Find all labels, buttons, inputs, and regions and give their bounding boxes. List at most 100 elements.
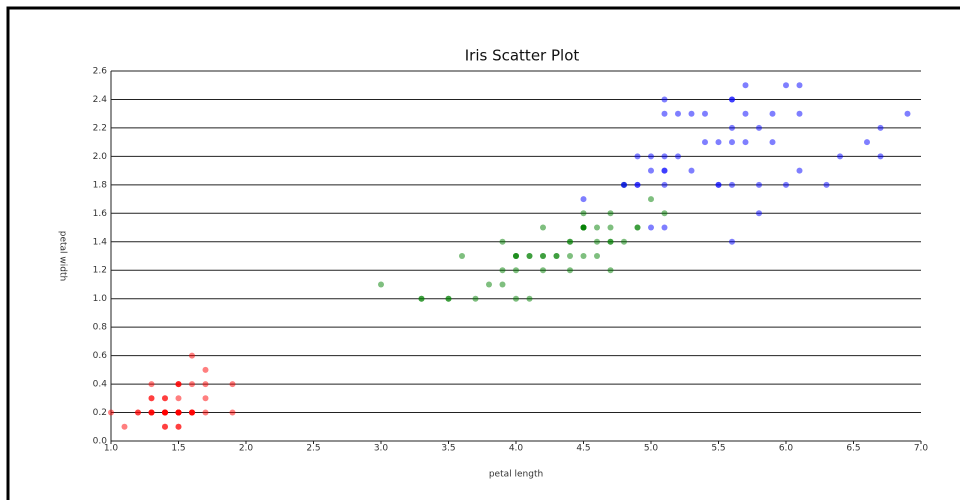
point: [769, 110, 776, 117]
point: [202, 409, 209, 416]
point: [634, 224, 641, 231]
x-tick-label: 6.0: [779, 444, 794, 454]
point: [729, 96, 735, 103]
point: [688, 167, 695, 174]
point: [459, 253, 465, 259]
point: [688, 110, 695, 117]
y-tick-label: 1.8: [93, 180, 108, 190]
point: [513, 267, 519, 274]
point: [162, 395, 168, 402]
x-tick-label: 1.5: [171, 444, 185, 454]
point: [607, 210, 614, 217]
point: [621, 238, 627, 245]
y-tick-label: 2.6: [93, 67, 108, 77]
point: [499, 281, 506, 288]
point: [513, 295, 519, 302]
point: [607, 267, 614, 274]
point: [567, 267, 573, 274]
point: [526, 253, 533, 259]
point: [567, 253, 573, 259]
point: [553, 253, 560, 259]
point: [445, 295, 452, 302]
point: [715, 139, 722, 146]
point: [661, 224, 668, 231]
point: [742, 82, 749, 89]
x-axis-label: petal length: [489, 470, 543, 480]
point: [607, 238, 614, 245]
point: [175, 381, 182, 388]
y-tick-label: 0.2: [93, 408, 107, 418]
point: [499, 238, 506, 245]
point: [729, 238, 735, 245]
point: [580, 253, 587, 259]
point: [472, 295, 479, 302]
point: [229, 381, 236, 388]
point: [540, 224, 546, 231]
frame: [6, 6, 960, 504]
point: [162, 409, 168, 416]
point: [675, 110, 681, 117]
point: [648, 153, 654, 160]
point: [594, 253, 600, 259]
y-tick-label: 2.2: [93, 123, 107, 133]
point: [513, 253, 519, 259]
point: [661, 153, 668, 160]
x-tick-label: 4.5: [576, 444, 590, 454]
point: [175, 409, 182, 416]
point: [648, 196, 654, 203]
point: [648, 167, 654, 174]
point: [634, 153, 641, 160]
y-tick-label: 1.2: [93, 266, 107, 276]
point: [783, 181, 789, 188]
point: [540, 267, 546, 274]
point: [486, 281, 492, 288]
point: [580, 196, 587, 203]
point: [661, 181, 668, 188]
point: [202, 395, 209, 402]
point: [229, 409, 236, 416]
point: [904, 110, 911, 117]
point: [796, 167, 803, 174]
y-tick-label: 1.0: [93, 294, 108, 304]
x-tick-label: 3.5: [441, 444, 455, 454]
point: [661, 210, 668, 217]
point: [661, 167, 668, 174]
point: [756, 181, 762, 188]
x-tick-label: 5.5: [711, 444, 725, 454]
point: [108, 409, 114, 416]
point: [189, 352, 195, 359]
point: [148, 381, 155, 388]
y-tick-label: 2.0: [93, 152, 108, 162]
point: [729, 181, 735, 188]
point: [877, 153, 884, 160]
point: [702, 110, 708, 117]
x-tick-label: 5.0: [644, 444, 659, 454]
point: [580, 210, 587, 217]
point: [540, 253, 546, 259]
y-tick-label: 0.0: [93, 437, 108, 447]
point: [499, 267, 506, 274]
point: [742, 110, 749, 117]
point: [715, 181, 722, 188]
point: [594, 224, 600, 231]
y-tick-label: 0.4: [93, 380, 108, 390]
point: [756, 210, 762, 217]
point: [418, 295, 425, 302]
point: [567, 238, 573, 245]
x-tick-label: 7.0: [914, 444, 929, 454]
y-axis-label: petal width: [58, 231, 68, 281]
y-tick-label: 0.8: [93, 323, 108, 333]
point: [121, 423, 128, 430]
x-tick-label: 2.5: [306, 444, 320, 454]
point: [877, 124, 884, 131]
point: [378, 281, 384, 288]
point: [742, 139, 749, 146]
point: [769, 139, 776, 146]
point: [661, 96, 668, 103]
point: [189, 381, 195, 388]
x-tick-label: 2.0: [239, 444, 254, 454]
point: [148, 395, 155, 402]
point: [202, 381, 209, 388]
point: [135, 409, 141, 416]
